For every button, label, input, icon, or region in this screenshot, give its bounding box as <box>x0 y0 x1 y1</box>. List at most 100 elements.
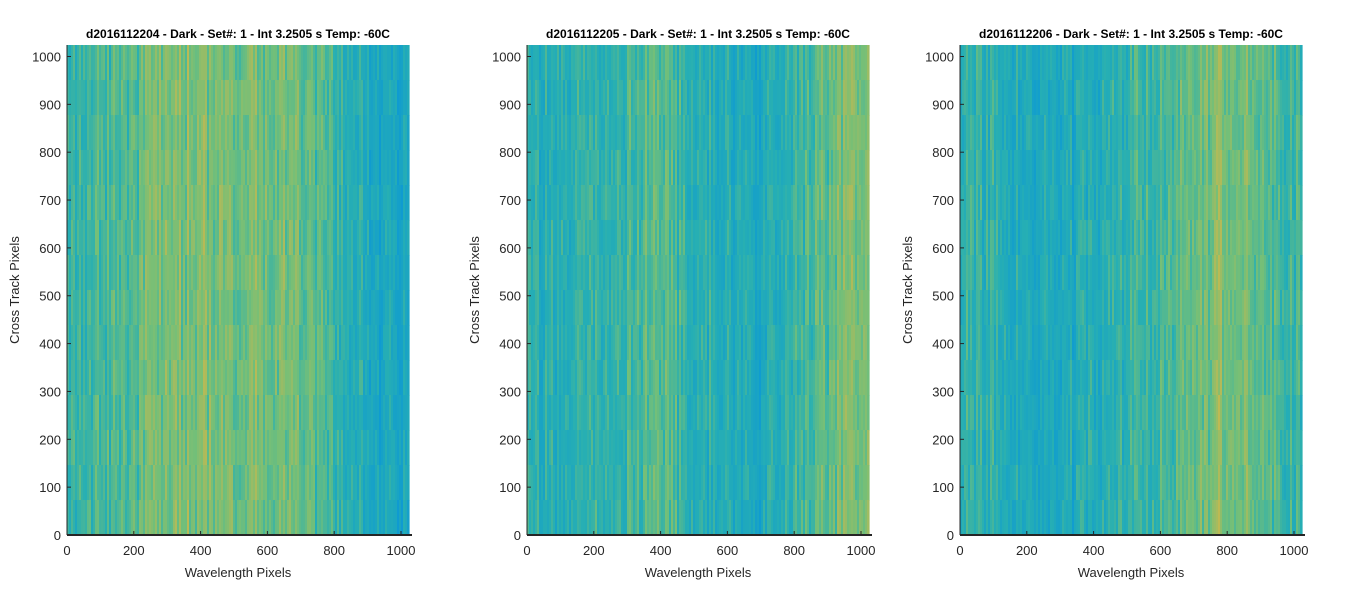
heatmap-cell <box>551 115 554 151</box>
heatmap-cell <box>841 115 844 151</box>
heatmap-cell <box>781 430 784 466</box>
heatmap-cell <box>361 115 364 151</box>
heatmap-cell <box>845 395 848 431</box>
heatmap-cell <box>633 290 636 326</box>
heatmap-cell <box>577 255 580 291</box>
heatmap-cell <box>719 395 722 431</box>
heatmap-cell <box>251 500 254 536</box>
heatmap-cell <box>171 430 174 466</box>
heatmap-cell <box>773 80 776 116</box>
heatmap-cell <box>561 500 564 536</box>
heatmap-cell <box>131 220 134 256</box>
heatmap-cell <box>741 395 744 431</box>
heatmap-cell <box>541 80 544 116</box>
heatmap-cell <box>867 185 870 221</box>
heatmap-cell <box>851 395 854 431</box>
heatmap-cell <box>813 290 816 326</box>
heatmap-cell <box>67 45 70 81</box>
heatmap-cell <box>241 150 244 186</box>
heatmap-cell <box>287 185 290 221</box>
heatmap-cell <box>319 220 322 256</box>
heatmap-cell <box>573 360 576 396</box>
heatmap-cell <box>637 360 640 396</box>
heatmap-cell <box>705 360 708 396</box>
heatmap-cell <box>665 115 668 151</box>
heatmap-cell <box>115 255 118 291</box>
heatmap-cell <box>245 395 248 431</box>
heatmap-cell <box>195 290 198 326</box>
heatmap-cell <box>829 185 832 221</box>
heatmap-cell <box>689 255 692 291</box>
heatmap-cell <box>213 185 216 221</box>
heatmap-cell <box>813 325 816 361</box>
heatmap-cell <box>141 500 144 536</box>
heatmap-cell <box>341 500 344 536</box>
heatmap-cell <box>717 185 720 221</box>
heatmap-cell <box>763 80 766 116</box>
heatmap-cell <box>277 500 280 536</box>
heatmap-cell <box>367 395 370 431</box>
heatmap-cell <box>189 395 192 431</box>
heatmap-cell <box>391 395 394 431</box>
heatmap-cell <box>765 465 768 501</box>
heatmap-cell <box>87 115 90 151</box>
heatmap-cell <box>583 290 586 326</box>
heatmap-cell <box>279 500 282 536</box>
heatmap-cell <box>105 465 108 501</box>
heatmap-cell <box>595 360 598 396</box>
heatmap-cell <box>677 80 680 116</box>
heatmap-cell <box>97 500 100 536</box>
heatmap-cell <box>101 360 104 396</box>
heatmap-cell <box>763 290 766 326</box>
heatmap-cell <box>203 80 206 116</box>
heatmap-cell <box>843 395 846 431</box>
heatmap-cell <box>799 115 802 151</box>
heatmap-cell <box>297 80 300 116</box>
heatmap-cell <box>229 185 232 221</box>
heatmap-cell <box>587 290 590 326</box>
heatmap-cell <box>801 115 804 151</box>
heatmap-cell <box>815 360 818 396</box>
heatmap-cell <box>647 115 650 151</box>
heatmap-cell <box>91 395 94 431</box>
heatmap-cell <box>199 150 202 186</box>
heatmap-cell <box>799 430 802 466</box>
heatmap-cell <box>315 255 318 291</box>
heatmap-cell <box>867 465 870 501</box>
heatmap-cell <box>972 220 975 256</box>
heatmap-cell <box>299 395 302 431</box>
heatmap-cell <box>321 45 324 81</box>
heatmap-cell <box>195 500 198 536</box>
heatmap-cell <box>575 430 578 466</box>
heatmap-cell <box>825 80 828 116</box>
heatmap-cell <box>855 150 858 186</box>
heatmap-cell <box>531 220 534 256</box>
heatmap-cell <box>831 255 834 291</box>
heatmap-cell <box>311 325 314 361</box>
heatmap-cell <box>243 255 246 291</box>
heatmap-cell <box>541 430 544 466</box>
heatmap-cell <box>615 115 618 151</box>
heatmap-cell <box>219 395 222 431</box>
heatmap-cell <box>695 150 698 186</box>
heatmap-cell <box>275 45 278 81</box>
heatmap-cell <box>267 80 270 116</box>
heatmap-cell <box>291 360 294 396</box>
heatmap-cell <box>343 80 346 116</box>
heatmap-cell <box>95 220 98 256</box>
heatmap-cell <box>359 115 362 151</box>
heatmap-cell <box>297 465 300 501</box>
heatmap-cell <box>153 465 156 501</box>
heatmap-cell <box>787 45 790 81</box>
heatmap-cell <box>245 115 248 151</box>
heatmap-cell <box>619 185 622 221</box>
heatmap-cell <box>389 255 392 291</box>
heatmap-cell <box>643 150 646 186</box>
heatmap-cell <box>259 430 262 466</box>
heatmap-cell <box>799 465 802 501</box>
heatmap-cell <box>663 220 666 256</box>
heatmap-cell <box>673 115 676 151</box>
heatmap-cell <box>107 115 110 151</box>
heatmap-cell <box>807 220 810 256</box>
heatmap-cell <box>217 290 220 326</box>
